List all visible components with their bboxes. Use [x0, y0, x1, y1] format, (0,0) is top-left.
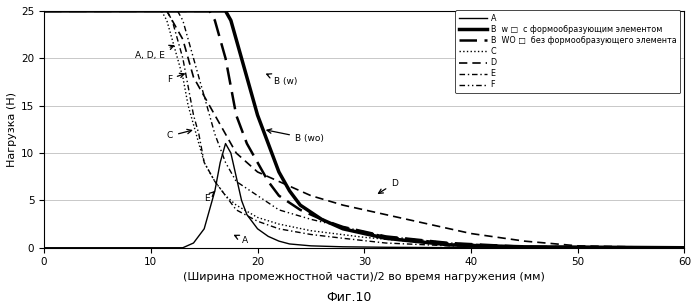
Text: E: E — [205, 191, 215, 203]
X-axis label: (Ширина промежностной части)/2 во время нагружения (мм): (Ширина промежностной части)/2 во время … — [184, 272, 545, 282]
Text: D: D — [378, 179, 398, 193]
Text: C: C — [167, 129, 192, 141]
Text: A, D, E: A, D, E — [135, 45, 174, 60]
Text: F: F — [167, 73, 184, 84]
Text: B (w): B (w) — [267, 74, 297, 87]
Text: Фиг.10: Фиг.10 — [326, 291, 372, 304]
Y-axis label: Нагрузка (Н): Нагрузка (Н) — [7, 92, 17, 167]
Legend: A, B  w □  с формообразующим элементом, B  WO □  без формообразующего элемента, : A, B w □ с формообразующим элементом, B … — [455, 10, 681, 93]
Text: B (wo): B (wo) — [267, 129, 324, 143]
Text: A: A — [235, 235, 248, 245]
